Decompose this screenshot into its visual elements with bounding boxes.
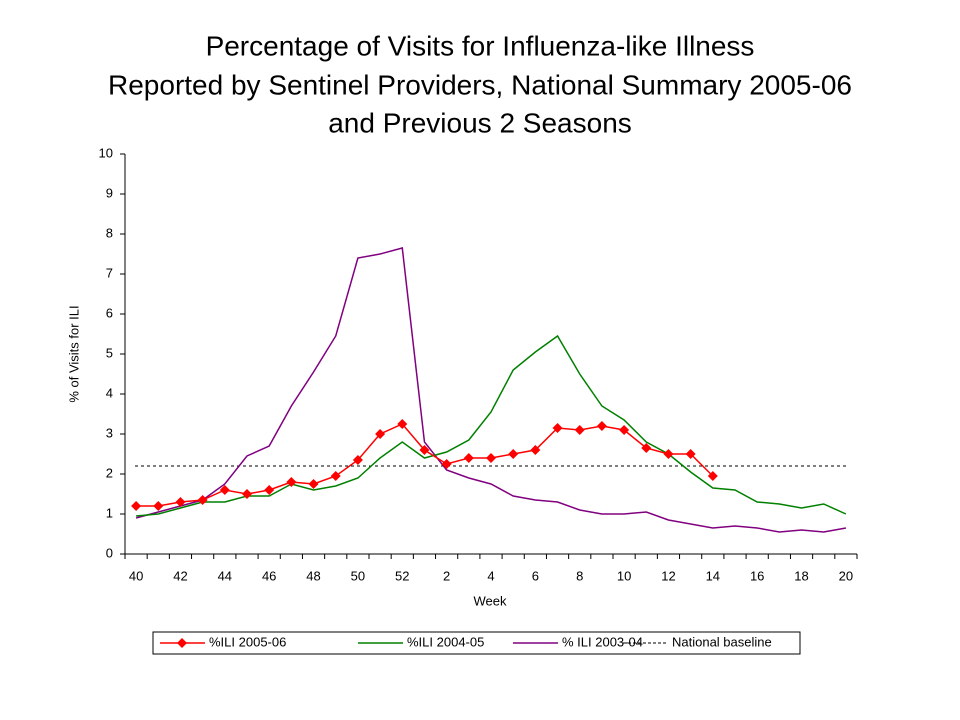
data-point <box>530 445 541 455</box>
x-axis-label: Week <box>474 593 507 608</box>
legend-swatch <box>177 638 187 648</box>
data-point <box>308 479 319 489</box>
series-line <box>135 247 847 533</box>
data-point <box>419 445 430 455</box>
chart-title: Reported by Sentinel Providers, National… <box>108 69 852 100</box>
data-point <box>242 489 252 499</box>
x-tick-label: 48 <box>306 568 320 583</box>
series-line <box>136 334 847 517</box>
data-point <box>153 501 164 511</box>
y-tick-label: 2 <box>106 465 113 480</box>
data-point <box>286 477 297 487</box>
data-point <box>707 471 718 481</box>
y-tick-label: 0 <box>106 545 113 560</box>
legend-box <box>152 631 801 655</box>
data-point <box>663 449 674 459</box>
y-tick-label: 6 <box>106 305 113 320</box>
x-tick-label: 44 <box>218 568 232 583</box>
x-tick-label: 14 <box>706 568 720 583</box>
data-point <box>685 449 696 459</box>
y-tick-label: 3 <box>106 425 113 440</box>
y-tick-label: 10 <box>99 145 113 160</box>
data-point <box>175 497 186 507</box>
x-tick-label: 4 <box>487 568 494 583</box>
legend-label: %ILI 2004-05 <box>407 634 484 649</box>
legend-label: National baseline <box>672 634 772 649</box>
data-point <box>330 471 341 481</box>
data-point <box>397 419 408 429</box>
data-point <box>264 485 275 495</box>
x-tick-label: 16 <box>750 568 764 583</box>
data-point <box>619 425 630 435</box>
legend-label: %ILI 2005-06 <box>209 634 286 649</box>
y-tick-label: 8 <box>106 225 113 240</box>
x-tick-label: 10 <box>617 568 631 583</box>
data-point <box>131 501 142 511</box>
x-tick-label: 20 <box>839 568 853 583</box>
x-tick-label: 12 <box>661 568 675 583</box>
y-tick-label: 5 <box>106 345 113 360</box>
data-point <box>375 429 386 439</box>
data-point <box>219 485 230 495</box>
data-point <box>596 421 607 431</box>
data-point <box>574 425 585 435</box>
chart-title: and Previous 2 Seasons <box>328 107 632 138</box>
x-tick-label: 2 <box>443 568 450 583</box>
x-tick-label: 40 <box>129 568 143 583</box>
data-point <box>463 453 474 463</box>
x-tick-label: 18 <box>794 568 808 583</box>
chart-title: Percentage of Visits for Influenza-like … <box>206 30 755 61</box>
data-point <box>486 453 496 463</box>
data-point <box>441 459 452 469</box>
x-tick-label: 46 <box>262 568 276 583</box>
data-point <box>508 449 519 459</box>
data-point <box>352 455 363 465</box>
x-tick-label: 50 <box>351 568 365 583</box>
data-point <box>552 423 563 433</box>
x-tick-label: 6 <box>532 568 539 583</box>
legend-label: % ILI 2003-04 <box>562 634 643 649</box>
data-point <box>197 495 208 505</box>
y-tick-label: 9 <box>106 185 113 200</box>
data-point <box>641 443 652 453</box>
y-tick-label: 7 <box>106 265 113 280</box>
y-axis-label: % of Visits for ILI <box>66 305 81 402</box>
y-tick-label: 4 <box>106 385 113 400</box>
x-tick-label: 8 <box>576 568 583 583</box>
x-tick-label: 42 <box>173 568 187 583</box>
y-tick-label: 1 <box>106 505 113 520</box>
x-tick-label: 52 <box>395 568 409 583</box>
